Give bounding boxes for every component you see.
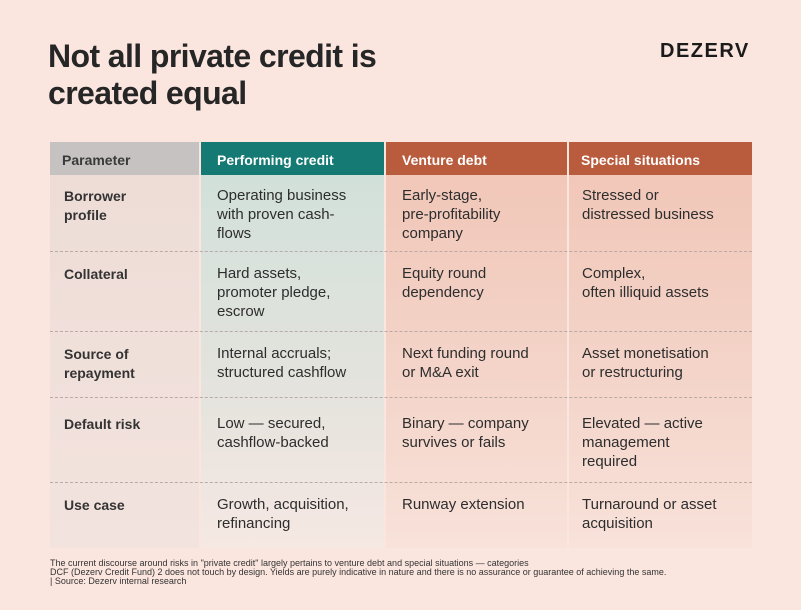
row-collateral-venture: Equity round dependency — [402, 265, 487, 301]
comparison-table: Parameter Performing credit Venture debt… — [50, 142, 752, 548]
footnote-line-2: DCF (Dezerv Credit Fund) 2 does not touc… — [50, 567, 667, 577]
brand-logo: DEZERV — [660, 40, 750, 62]
special-column-bg — [569, 142, 752, 548]
header-parameter: Parameter — [50, 142, 199, 175]
footnote-line-3: | Source: Dezerv internal research — [50, 576, 187, 586]
row-source-of-repayment-special: Asset monetisation or restructuring — [582, 345, 709, 381]
venture-column-bg — [386, 142, 567, 548]
row-borrower-profile-special: Stressed or distressed business — [582, 187, 714, 223]
row-borrower-profile-parameter: Borrower profile — [64, 188, 127, 223]
row-borrower-profile-venture: Early-stage, pre-profitability company — [402, 187, 501, 242]
performing-column-bg — [201, 142, 384, 548]
row-divider — [50, 482, 752, 483]
row-source-of-repayment-parameter: Source of repayment — [64, 346, 135, 381]
row-use-case-parameter: Use case — [64, 497, 125, 513]
row-source-of-repayment-venture: Next funding round or M&A exit — [402, 345, 529, 381]
row-default-risk-parameter: Default risk — [64, 416, 141, 432]
header-special-situations: Special situations — [569, 142, 752, 175]
title-line-2: created equal — [48, 75, 247, 111]
row-divider — [50, 331, 752, 332]
footnote-line-1: The current discourse around risks in "p… — [50, 558, 529, 568]
row-collateral-special: Complex, often illiquid assets — [582, 265, 709, 301]
parameter-column-bg — [50, 142, 199, 548]
row-use-case-performing: Growth, acquisition, refinancing — [217, 496, 349, 532]
row-use-case-special: Turnaround or asset acquisition — [582, 496, 717, 532]
page-title: Not all private credit is created equal — [48, 38, 377, 112]
row-default-risk-venture: Binary — company survives or fails — [402, 415, 529, 451]
title-line-1: Not all private credit is — [48, 38, 377, 74]
row-divider — [50, 251, 752, 252]
row-default-risk-performing: Low — secured, cashflow-backed — [217, 415, 329, 451]
footnote: The current discourse around risks in "p… — [50, 559, 666, 586]
header-performing-credit: Performing credit — [201, 142, 384, 175]
row-default-risk-special: Elevated — active management required — [582, 415, 703, 470]
row-collateral-performing: Hard assets, promoter pledge, escrow — [217, 265, 331, 320]
row-divider — [50, 397, 752, 398]
row-borrower-profile-performing: Operating business with proven cash- flo… — [217, 187, 347, 242]
row-use-case-venture: Runway extension — [402, 496, 525, 513]
row-collateral-parameter: Collateral — [64, 266, 128, 282]
header-venture-debt: Venture debt — [386, 142, 567, 175]
row-source-of-repayment-performing: Internal accruals; structured cashflow — [217, 345, 347, 381]
